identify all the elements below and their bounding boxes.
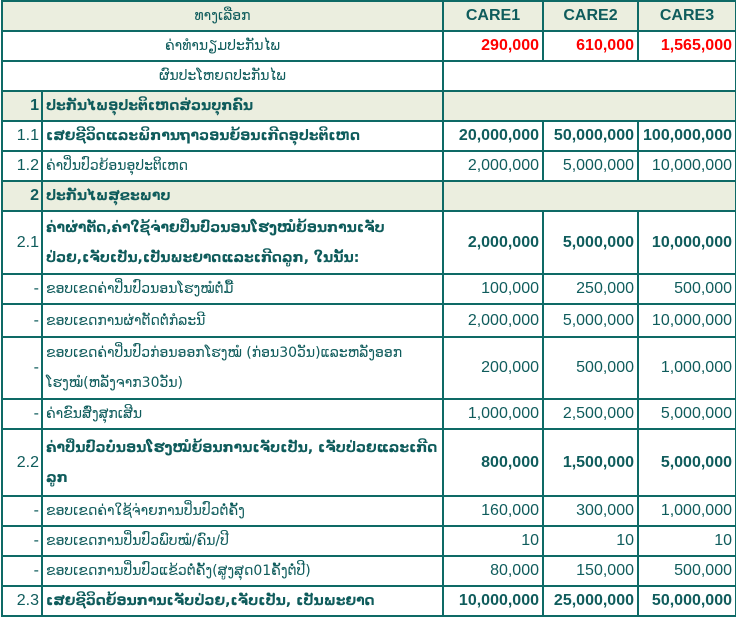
row-label: ຄ່າຂົນສົ່ງສຸກເສີນ xyxy=(41,398,444,430)
section-empty xyxy=(442,90,736,122)
value-care1: 200,000 xyxy=(442,336,544,400)
value-care3: 1,000,000 xyxy=(637,336,736,400)
benefit-row: - ຄ່າຂົນສົ່ງສຸກເສີນ 1,000,000 2,500,000 5,00… xyxy=(1,398,736,430)
value-care2: 5,000,000 xyxy=(542,303,639,338)
row-label: ຂອບເຂດການປິ່ນປົວພົບໝໍ/ຄົນ/ປີ xyxy=(41,525,444,557)
value-care2: 5,000,000 xyxy=(542,210,639,275)
row-number: 2 xyxy=(1,180,43,212)
value-care3: 10,000,000 xyxy=(637,303,736,338)
row-number: 1 xyxy=(1,90,43,122)
benefit-row: - ຂອບເຂດການຜ່າຕັດຕໍ່ກໍລະນີ 2,000,000 5,000,… xyxy=(1,303,736,338)
value-care1: 1,000,000 xyxy=(442,398,544,430)
option-label: ທາງເລືອກ xyxy=(1,0,444,32)
benefit-row: - ຂອບເຂດຄ່າປິ່ນປົວກ່ອນອອກໂຮງໝໍ (ກ່ອນ30ວັນ… xyxy=(1,336,736,400)
benefit-row: - ຂອບເຂດຄ່າໃຊ້ຈ່າຍການປິ່ນປົວຕໍ່ຄັ້ງ 160,00… xyxy=(1,495,736,527)
row-label: ເສຍຊີວິດແລະພິການຖາວອນຍ້ອນເກີດອຸປະຕິເຫດ xyxy=(41,120,444,152)
value-care2: 50,000,000 xyxy=(542,120,639,152)
value-care1: 800,000 xyxy=(442,428,544,497)
section-empty xyxy=(442,180,736,212)
value-care2: 10 xyxy=(542,525,639,557)
value-care3: 100,000,000 xyxy=(637,120,736,152)
row-number: - xyxy=(1,303,43,338)
row-label: ປະກັນໄພສຸຂະພາບ xyxy=(41,180,444,212)
value-care2: 250,000 xyxy=(542,273,639,305)
plan-care1: CARE1 xyxy=(442,0,544,32)
row-label: ຂອບເຂດຄ່າໃຊ້ຈ່າຍການປິ່ນປົວຕໍ່ຄັ້ງ xyxy=(41,495,444,527)
value-care1: 2,000,000 xyxy=(442,210,544,275)
benefit-row: 1.2 ຄ່າປິ່ນປົວຍ້ອນອຸປະຕິເຫດ 2,000,000 5,000… xyxy=(1,150,736,182)
premium-label: ຄ່າທຳນຽມປະກັນໄພ xyxy=(1,30,444,62)
row-number: - xyxy=(1,273,43,305)
section-row: 1 ປະກັນໄພອຸປະຕິເຫດສ່ວນບຸກຄົນ xyxy=(1,90,736,122)
value-care3: 1,000,000 xyxy=(637,495,736,527)
value-care1: 10 xyxy=(442,525,544,557)
row-label: ຂອບເຂດການຜ່າຕັດຕໍ່ກໍລະນີ xyxy=(41,303,444,338)
value-care2: 2,500,000 xyxy=(542,398,639,430)
value-care1: 160,000 xyxy=(442,495,544,527)
row-label: ຄ່າປິ່ນປົວບໍ່ນອນໂຮງໝໍຍ້ອນການເຈັບເປັນ, ເຈ… xyxy=(41,428,444,497)
value-care3: 10,000,000 xyxy=(637,210,736,275)
plan-care3: CARE3 xyxy=(637,0,736,32)
premium-care1: 290,000 xyxy=(442,30,544,62)
premium-row: ຄ່າທຳນຽມປະກັນໄພ 290,000 610,000 1,565,00… xyxy=(1,30,736,62)
value-care3: 500,000 xyxy=(637,273,736,305)
benefit-row: 2.1 ຄ່າຜ່າຕັດ,ຄ່າໃຊ້ຈ່າຍປິ່ນປົວນອນໂຮງໝໍຍ້… xyxy=(1,210,736,275)
benefit-row: - ຂອບເຂດການປິ່ນປົວແຂ້ວຕໍ່ຄັ້ງ(ສູງສຸດ01ຄັ້… xyxy=(1,555,736,587)
row-label: ຂອບເຂດຄ່າປິ່ນປົວນອນໂຮງໝໍຕໍ່ມື້ xyxy=(41,273,444,305)
value-care3: 10 xyxy=(637,525,736,557)
value-care3: 10,000,000 xyxy=(637,150,736,182)
benefits-empty xyxy=(442,60,736,92)
row-label: ຂອບເຂດການປິ່ນປົວແຂ້ວຕໍ່ຄັ້ງ(ສູງສຸດ01ຄັ້ງ… xyxy=(41,555,444,587)
plan-care2: CARE2 xyxy=(542,0,639,32)
value-care1: 20,000,000 xyxy=(442,120,544,152)
row-number: 2.2 xyxy=(1,428,43,497)
value-care3: 5,000,000 xyxy=(637,428,736,497)
row-number: - xyxy=(1,555,43,587)
value-care3: 500,000 xyxy=(637,555,736,587)
value-care2: 500,000 xyxy=(542,336,639,400)
value-care1: 2,000,000 xyxy=(442,150,544,182)
value-care1: 100,000 xyxy=(442,273,544,305)
header-row: ທາງເລືອກ CARE1 CARE2 CARE3 xyxy=(1,0,736,32)
section-row: 2 ປະກັນໄພສຸຂະພາບ xyxy=(1,180,736,212)
row-number: - xyxy=(1,525,43,557)
row-number: - xyxy=(1,336,43,400)
value-care1: 80,000 xyxy=(442,555,544,587)
value-care2: 5,000,000 xyxy=(542,150,639,182)
row-number: 2.1 xyxy=(1,210,43,275)
value-care3: 5,000,000 xyxy=(637,398,736,430)
benefit-row: 2.2 ຄ່າປິ່ນປົວບໍ່ນອນໂຮງໝໍຍ້ອນການເຈັບເປັນ,… xyxy=(1,428,736,497)
row-number: - xyxy=(1,398,43,430)
benefit-row: - ຂອບເຂດການປິ່ນປົວພົບໝໍ/ຄົນ/ປີ 10 10 10 xyxy=(1,525,736,557)
benefits-row: ຜົນປະໂຫຍດປະກັນໄພ xyxy=(1,60,736,92)
value-care2: 1,500,000 xyxy=(542,428,639,497)
benefits-label: ຜົນປະໂຫຍດປະກັນໄພ xyxy=(1,60,444,92)
row-number: 1.2 xyxy=(1,150,43,182)
value-care2: 150,000 xyxy=(542,555,639,587)
row-label: ຂອບເຂດຄ່າປິ່ນປົວກ່ອນອອກໂຮງໝໍ (ກ່ອນ30ວັນ)… xyxy=(41,336,444,400)
premium-care3: 1,565,000 xyxy=(637,30,736,62)
row-label: ປະກັນໄພອຸປະຕິເຫດສ່ວນບຸກຄົນ xyxy=(41,90,444,122)
value-care1: 2,000,000 xyxy=(442,303,544,338)
row-number: 1.1 xyxy=(1,120,43,152)
benefit-row: 1.1 ເສຍຊີວິດແລະພິການຖາວອນຍ້ອນເກີດອຸປະຕິເຫ… xyxy=(1,120,736,152)
row-label: ຄ່າປິ່ນປົວຍ້ອນອຸປະຕິເຫດ xyxy=(41,150,444,182)
row-label: ຄ່າຜ່າຕັດ,ຄ່າໃຊ້ຈ່າຍປິ່ນປົວນອນໂຮງໝໍຍ້ອນກ… xyxy=(41,210,444,275)
benefit-row: - ຂອບເຂດຄ່າປິ່ນປົວນອນໂຮງໝໍຕໍ່ມື້ 100,000 25… xyxy=(1,273,736,305)
premium-care2: 610,000 xyxy=(542,30,639,62)
row-number: - xyxy=(1,495,43,527)
value-care2: 300,000 xyxy=(542,495,639,527)
